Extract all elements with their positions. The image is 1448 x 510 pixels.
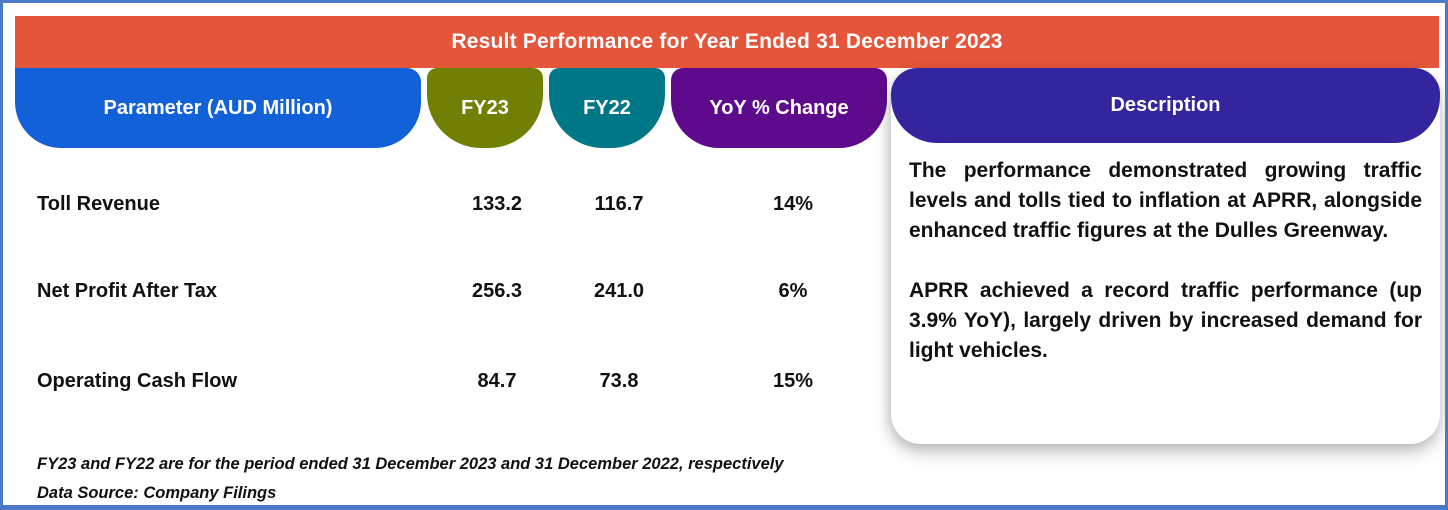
column-header-yoy-change-label: YoY % Change	[709, 96, 849, 119]
footnote-data-source: Data Source: Company Filings	[37, 484, 277, 502]
row-fy22-value: 116.7	[594, 193, 644, 215]
column-header-description: Description	[891, 68, 1440, 143]
title-banner: Result Performance for Year Ended 31 Dec…	[15, 16, 1439, 68]
column-header-yoy-change: YoY % Change	[671, 68, 887, 148]
row-fy22-value: 241.0	[593, 280, 645, 302]
page-title: Result Performance for Year Ended 31 Dec…	[451, 30, 1003, 53]
column-header-description-label: Description	[1110, 94, 1221, 116]
column-header-fy22-label: FY22	[583, 96, 631, 119]
table-row: Toll Revenue 133.2 116.7 14%	[15, 193, 889, 221]
description-paragraph: APRR achieved a record traffic performan…	[909, 279, 1422, 362]
column-header-fy23: FY23	[427, 68, 543, 148]
footnote-period: FY23 and FY22 are for the period ended 3…	[37, 455, 784, 473]
column-header-parameter-label: Parameter (AUD Million)	[103, 96, 333, 119]
column-header-parameter: Parameter (AUD Million)	[15, 68, 421, 148]
row-parameter-label: Net Profit After Tax	[37, 280, 218, 302]
row-parameter-label: Operating Cash Flow	[37, 370, 238, 392]
row-fy22-value: 73.8	[599, 370, 639, 392]
row-yoy-value: 6%	[778, 280, 808, 302]
description-body: The performance demonstrated growing tra…	[891, 143, 1440, 366]
row-fy23-value: 84.7	[477, 370, 517, 392]
column-header-fy23-label: FY23	[461, 96, 509, 119]
row-fy23-value: 256.3	[471, 280, 523, 302]
table-row: Net Profit After Tax 256.3 241.0 6%	[15, 280, 889, 308]
row-yoy-value: 14%	[772, 193, 814, 215]
table-row: Operating Cash Flow 84.7 73.8 15%	[15, 370, 889, 398]
description-card: Description The performance demonstrated…	[891, 68, 1440, 444]
row-parameter-label: Toll Revenue	[37, 193, 160, 215]
row-yoy-value: 15%	[772, 370, 814, 392]
row-fy23-value: 133.2	[471, 193, 523, 215]
description-paragraph: The performance demonstrated growing tra…	[909, 159, 1422, 242]
column-header-fy22: FY22	[549, 68, 665, 148]
